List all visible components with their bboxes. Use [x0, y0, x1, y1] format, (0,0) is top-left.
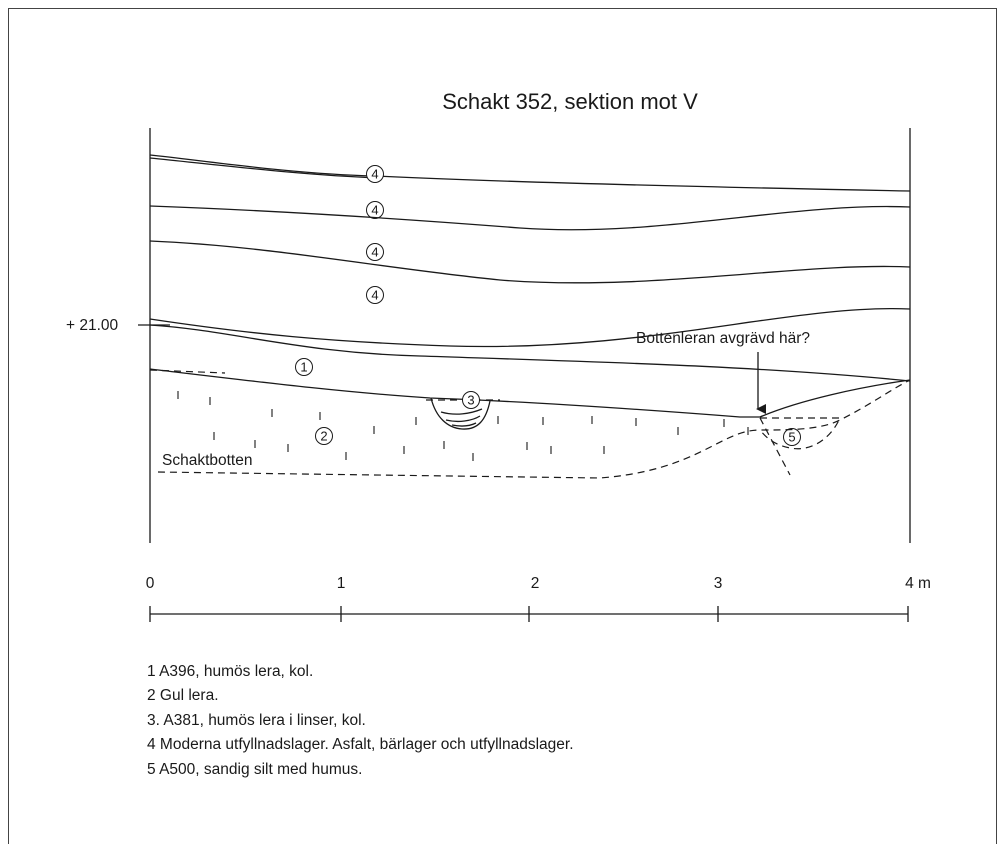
layer-4-boundary-c: [149, 240, 911, 284]
drawing-title: Schakt 352, sektion mot V: [442, 89, 698, 114]
svg-text:4: 4: [371, 245, 378, 260]
legend-item-3: 3. A381, humös lera i linser, kol.: [147, 711, 366, 729]
clay-texture: [177, 391, 749, 461]
legend-item-5: 5 A500, sandig silt med humus.: [147, 760, 363, 778]
scale-label-0: 0: [146, 575, 155, 592]
marker-layer-4-a: 4: [366, 165, 384, 183]
feature-3-lens-1: [440, 408, 483, 415]
marker-layer-4-c: 4: [366, 243, 384, 261]
svg-text:2: 2: [320, 429, 327, 444]
ground-surface: [149, 154, 911, 192]
schaktbotten-label: Schaktbotten: [162, 452, 252, 469]
feature-3-lens-3: [451, 422, 477, 427]
marker-layer-3: 3: [462, 391, 480, 409]
layer-1-bottom: [149, 368, 911, 418]
marker-layer-1: 1: [295, 358, 313, 376]
marker-layer-2: 2: [315, 427, 333, 445]
svg-text:4: 4: [371, 203, 378, 218]
scale-label-4: 4 m: [905, 575, 931, 592]
feature-3-lens-2: [445, 415, 481, 423]
marker-layer-4-d: 4: [366, 286, 384, 304]
scale-label-1: 1: [337, 575, 346, 592]
marker-layer-5: 5: [783, 428, 801, 446]
svg-text:3: 3: [467, 393, 474, 408]
legend-item-1: 1 A396, humös lera, kol.: [147, 663, 314, 680]
svg-text:1: 1: [300, 360, 307, 375]
layer-1-top: [149, 324, 911, 382]
feature-3-pit: [430, 397, 491, 430]
legend: 1 A396, humös lera, kol. 2 Gul lera. 3. …: [147, 660, 574, 782]
scale-label-2: 2: [531, 575, 540, 592]
layer-4-boundary-b: [149, 205, 911, 231]
svg-text:4: 4: [371, 167, 378, 182]
layer-4-boundary-d: [149, 307, 911, 348]
scale-label-3: 3: [714, 575, 723, 592]
marker-layer-4-b: 4: [366, 201, 384, 219]
clay-top-dashed: [149, 369, 226, 374]
schaktbotten-line: [157, 379, 911, 479]
svg-text:5: 5: [788, 430, 795, 445]
legend-item-2: 2 Gul lera.: [147, 687, 219, 705]
legend-item-4: 4 Moderna utfyllnadslager. Asfalt, bärla…: [147, 736, 574, 754]
figure-frame: [8, 8, 997, 844]
scale-bar: 0 1 2 3 4 m: [146, 575, 931, 622]
layer-4-boundary-a: [149, 157, 381, 179]
svg-text:4: 4: [371, 288, 378, 303]
elevation-label: + 21.00: [66, 317, 119, 334]
annotation-text: Bottenleran avgrävd här?: [636, 330, 810, 347]
feature-5-cut: [759, 417, 791, 476]
